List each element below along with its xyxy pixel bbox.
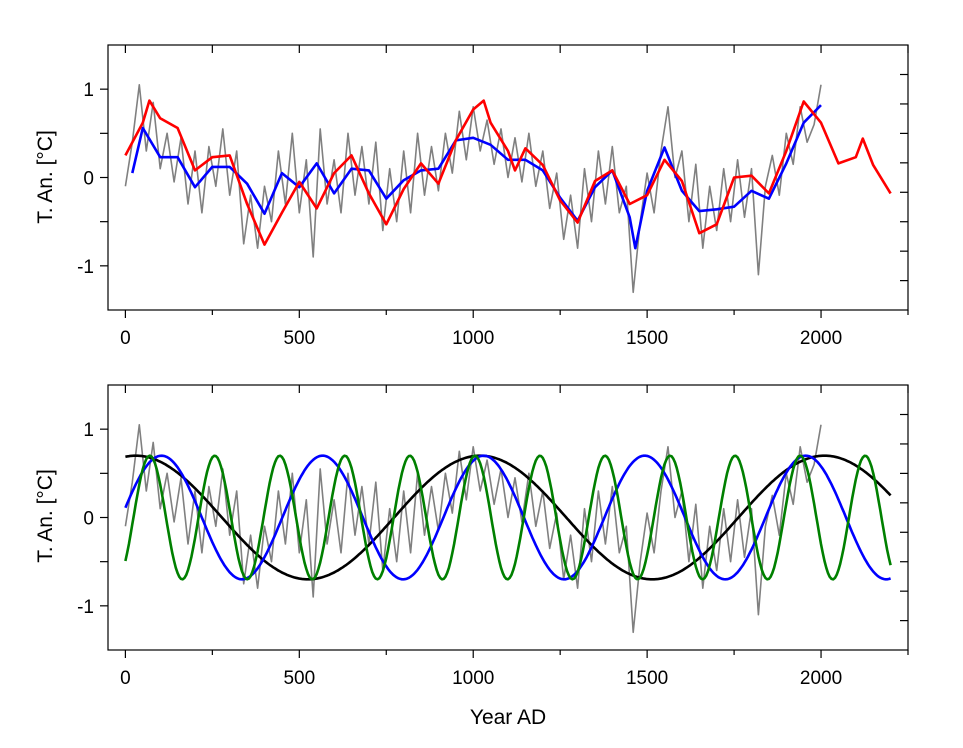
series-line-cycle-187-yr [124, 454, 892, 581]
x-tick-label: 0 [120, 328, 131, 349]
x-tick-label: 1000 [452, 668, 494, 689]
x-tick-label: 0 [120, 668, 131, 689]
x-tick-label: 1000 [452, 328, 494, 349]
x-axis-label: Year AD [470, 706, 546, 729]
series-line-cycle-990-yr [125, 454, 892, 581]
y-tick-label: 0 [83, 169, 94, 190]
y-tick-label: 1 [83, 80, 94, 101]
series-line-model [124, 99, 892, 246]
x-tick-label: 1500 [626, 668, 668, 689]
bottom-panel: 0 500 1000 1500 2000 1 0 -1 [77, 384, 909, 689]
bottom-y-axis-label: T. An. [°C] [34, 469, 57, 563]
x-tick-label: 1500 [626, 328, 668, 349]
y-tick-label: 0 [83, 509, 94, 530]
x-tick-label: 2000 [800, 328, 842, 349]
series-line-smoothed [131, 104, 822, 250]
x-tick-label: 2000 [800, 668, 842, 689]
y-tick-label: -1 [77, 257, 94, 278]
reconstruction-line [124, 84, 822, 294]
y-tick-label: 1 [83, 420, 94, 441]
reconstruction-line [124, 423, 822, 634]
x-tick-label: 500 [283, 328, 315, 349]
top-y-axis-label: T. An. [°C] [34, 130, 57, 224]
y-tick-label: -1 [77, 597, 94, 618]
x-tick-label: 500 [283, 668, 315, 689]
top-panel: 0 500 1000 1500 2000 1 0 -1 [77, 44, 909, 349]
